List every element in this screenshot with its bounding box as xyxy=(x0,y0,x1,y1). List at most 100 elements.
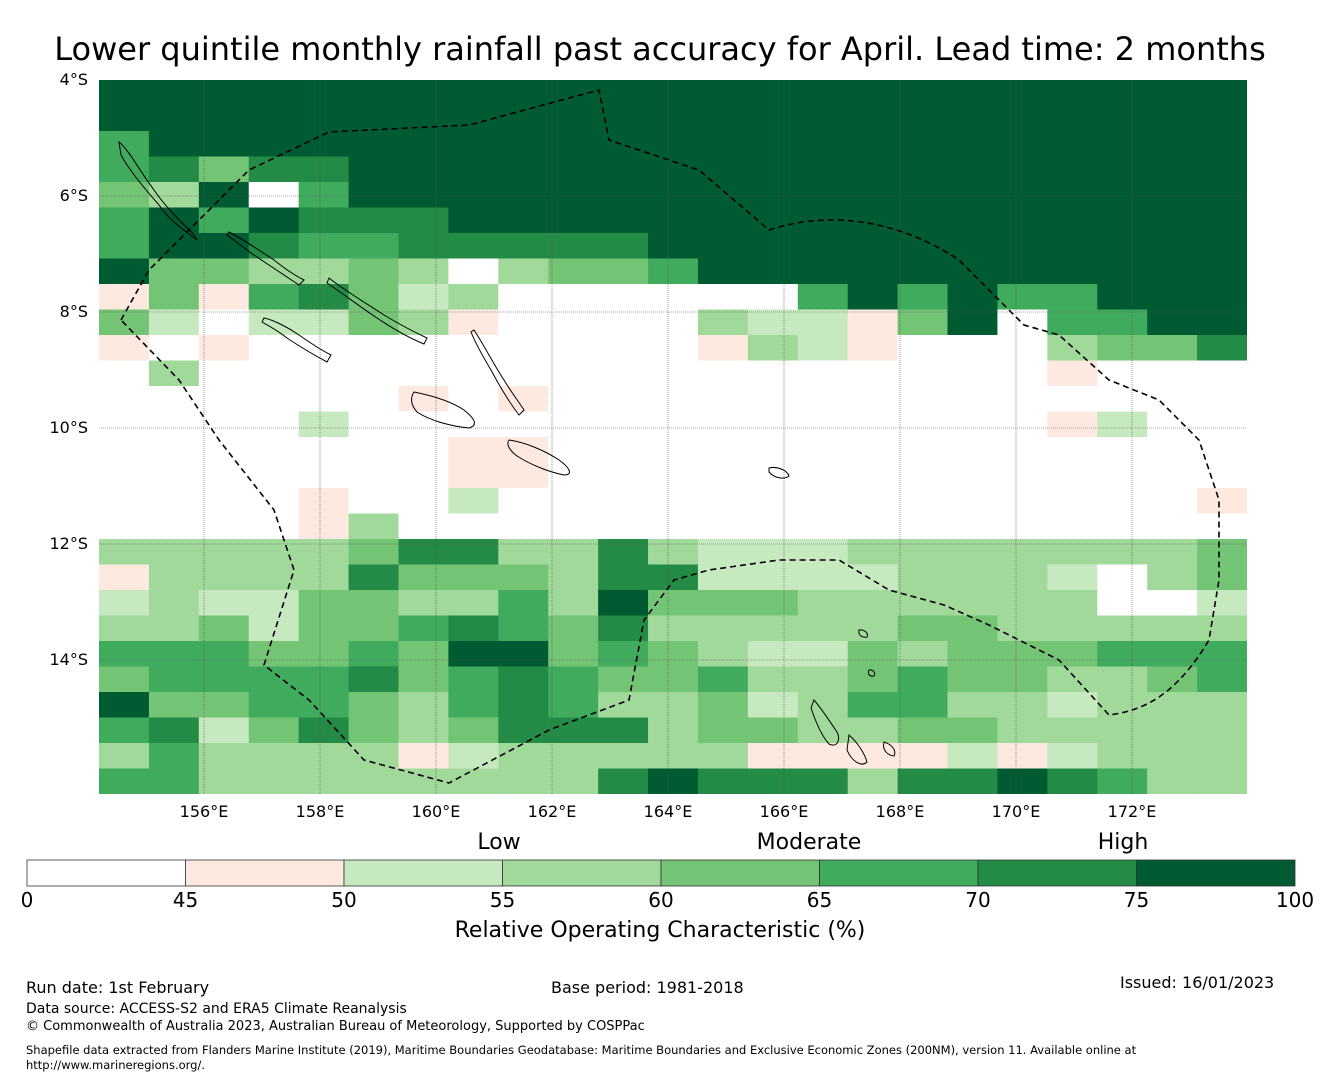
grid-cell xyxy=(1147,666,1198,693)
grid-cell xyxy=(747,488,799,515)
grid-cell xyxy=(99,666,150,693)
grid-cell xyxy=(348,666,400,693)
grid-cell xyxy=(947,80,999,107)
grid-cell xyxy=(498,386,549,413)
grid-cell xyxy=(398,564,449,591)
grid-cell xyxy=(997,156,1048,183)
grid-cell xyxy=(148,462,200,489)
grid-cell xyxy=(648,692,699,719)
grid-cell xyxy=(548,411,599,438)
grid-cell xyxy=(1097,666,1148,693)
grid-cell xyxy=(598,386,649,413)
grid-cell xyxy=(148,207,200,234)
grid-cell xyxy=(448,437,499,464)
grid-cell xyxy=(1147,615,1198,642)
grid-cell xyxy=(598,284,649,311)
grid-cell xyxy=(1197,488,1247,515)
grid-cell xyxy=(648,156,699,183)
grid-cell xyxy=(947,258,999,285)
grid-cell xyxy=(1147,488,1198,515)
grid-cell xyxy=(348,590,400,617)
grid-cell xyxy=(148,768,200,794)
grid-cell xyxy=(947,564,999,591)
grid-cell xyxy=(248,360,300,387)
grid-cell xyxy=(598,335,649,362)
grid-cell xyxy=(648,411,699,438)
grid-cell xyxy=(248,437,300,464)
grid-cell xyxy=(1097,564,1148,591)
grid-cell xyxy=(648,437,699,464)
grid-cell xyxy=(847,437,899,464)
longitude-label: 170°E xyxy=(991,802,1041,821)
grid-cell xyxy=(298,360,350,387)
grid-cell xyxy=(1197,207,1247,234)
grid-cell xyxy=(947,437,999,464)
grid-cell xyxy=(198,488,250,515)
grid-cell xyxy=(847,80,899,107)
grid-cell xyxy=(1197,411,1247,438)
grid-cell xyxy=(648,131,699,158)
grid-cell xyxy=(99,590,150,617)
grid-cell xyxy=(298,309,350,336)
grid-cell xyxy=(448,386,499,413)
grid-cell xyxy=(198,717,250,744)
base-period: Base period: 1981-2018 xyxy=(551,978,744,997)
grid-cell xyxy=(697,207,749,234)
accuracy-grid xyxy=(99,80,1247,794)
grid-cell xyxy=(1197,462,1247,489)
grid-cell xyxy=(99,615,150,642)
grid-cell xyxy=(198,207,250,234)
grid-cell xyxy=(148,513,200,540)
grid-cell xyxy=(348,258,400,285)
colorbar-tick-label: 75 xyxy=(1123,888,1150,912)
grid-cell xyxy=(797,258,849,285)
grid-cell xyxy=(1147,590,1198,617)
grid-cell xyxy=(99,539,150,566)
efate-island xyxy=(883,741,896,757)
grid-cell xyxy=(1197,156,1247,183)
grid-cell xyxy=(348,768,400,794)
grid-cell xyxy=(997,641,1048,668)
grid-cell xyxy=(248,131,300,158)
grid-cell xyxy=(1147,335,1198,362)
grid-cell xyxy=(598,743,649,770)
grid-cell xyxy=(1097,258,1148,285)
grid-cell xyxy=(498,131,549,158)
grid-cell xyxy=(148,488,200,515)
grid-cell xyxy=(598,564,649,591)
grid-cell xyxy=(298,564,350,591)
grid-cell xyxy=(148,105,200,132)
grid-cell xyxy=(1197,717,1247,744)
grid-cell xyxy=(1097,488,1148,515)
grid-cell xyxy=(947,131,999,158)
grid-cell xyxy=(598,488,649,515)
grid-cell xyxy=(448,360,499,387)
grid-cell xyxy=(897,641,949,668)
grid-cell xyxy=(598,590,649,617)
grid-cell xyxy=(847,207,899,234)
grid-cell xyxy=(1097,590,1148,617)
grid-cell xyxy=(398,615,449,642)
grid-cell xyxy=(1097,80,1148,107)
grid-cell xyxy=(298,692,350,719)
grid-cell xyxy=(348,513,400,540)
grid-cell xyxy=(1047,666,1098,693)
grid-cell xyxy=(648,284,699,311)
grid-cell xyxy=(1147,284,1198,311)
grid-cell xyxy=(747,666,799,693)
grid-cell xyxy=(598,182,649,209)
grid-cell xyxy=(99,386,150,413)
grid-cell xyxy=(847,335,899,362)
grid-cell xyxy=(747,411,799,438)
grid-cell xyxy=(697,717,749,744)
grid-cell xyxy=(697,284,749,311)
colorbar-tick-label: 65 xyxy=(806,888,833,912)
grid-cell xyxy=(947,156,999,183)
grid-cell xyxy=(1197,284,1247,311)
grid-cell xyxy=(198,615,250,642)
grid-cell xyxy=(1047,156,1098,183)
grid-cell xyxy=(198,360,250,387)
grid-cell xyxy=(148,182,200,209)
grid-cell xyxy=(847,462,899,489)
grid-cell xyxy=(1047,335,1098,362)
